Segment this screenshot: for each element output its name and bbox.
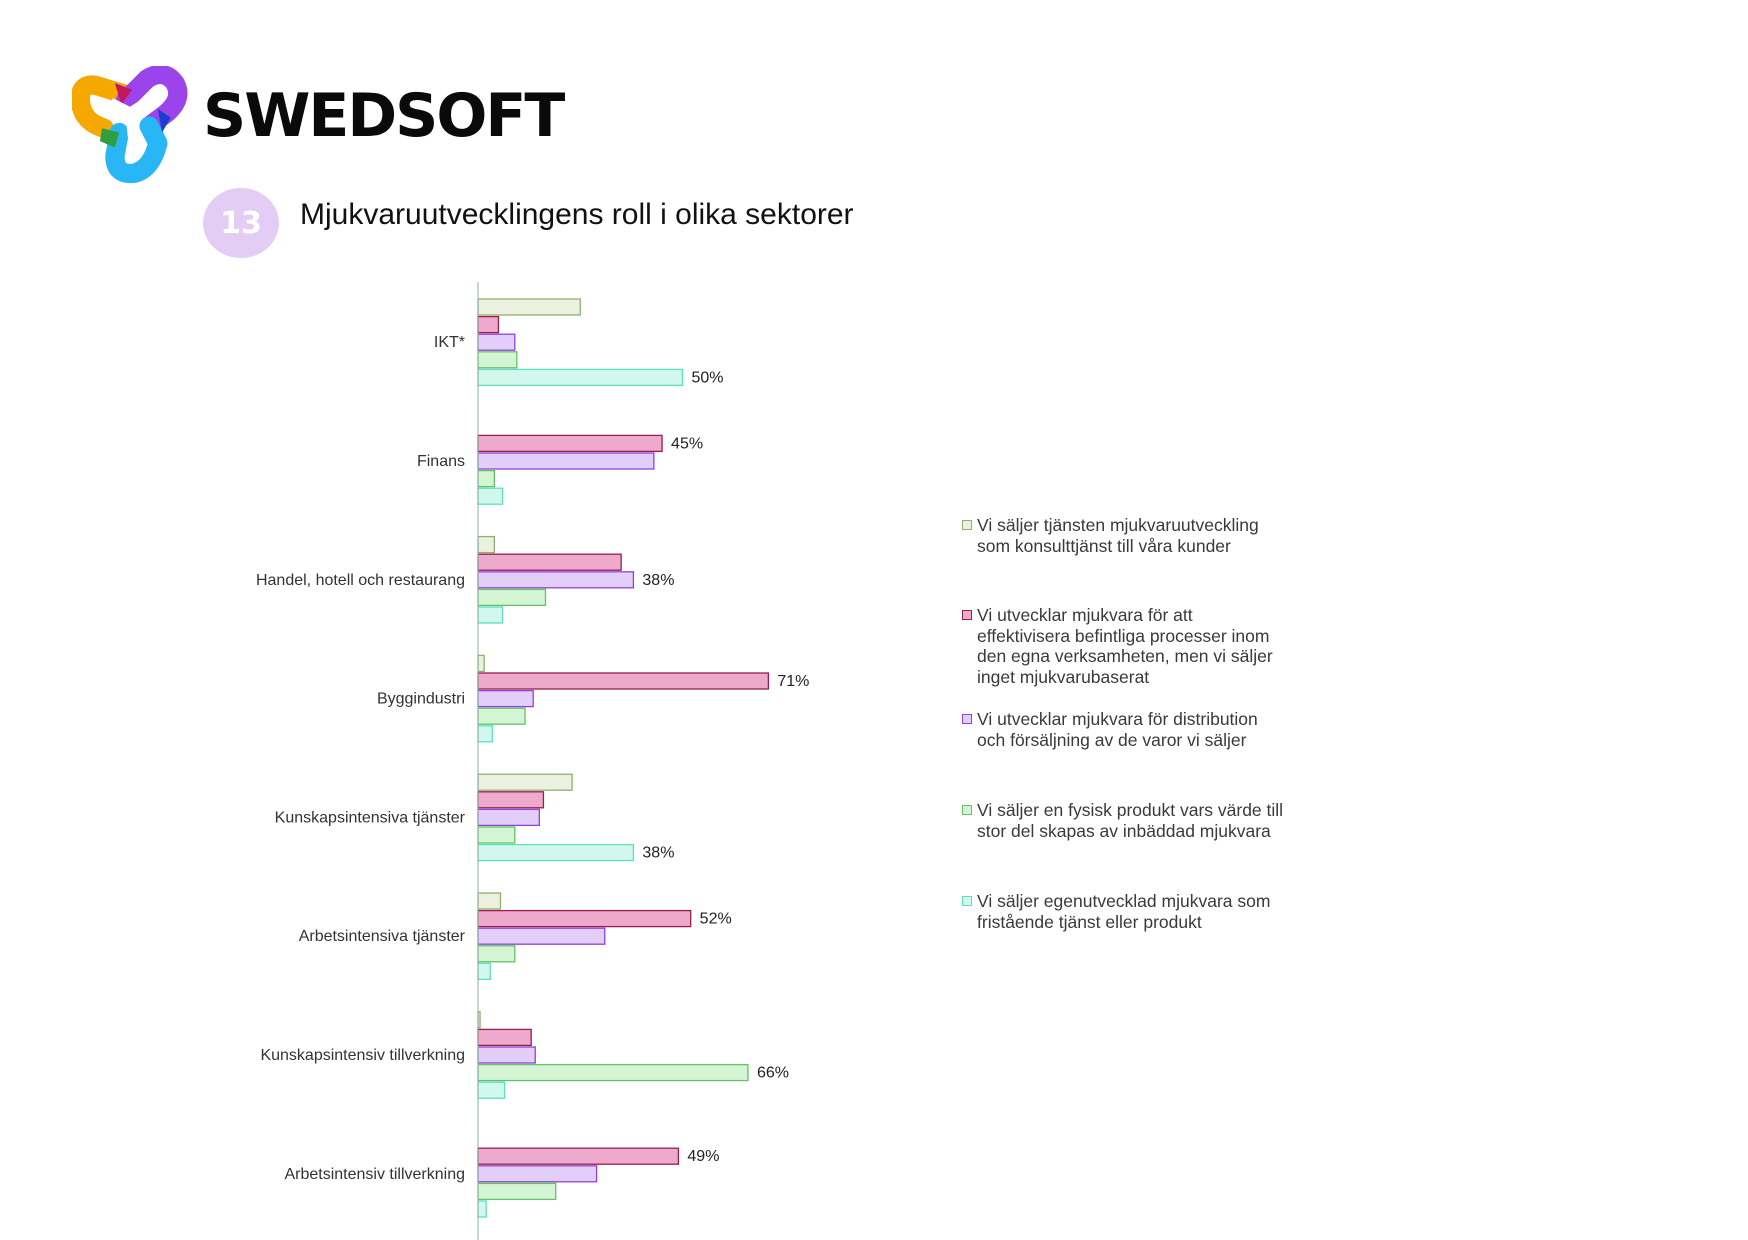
bar-arbetsintensiv-tillverkning-series-4 xyxy=(477,1182,557,1201)
bar-ikt-series-2 xyxy=(477,315,500,334)
legend-label: Vi säljer en fysisk produkt vars värde t… xyxy=(977,800,1284,841)
data-label: 38% xyxy=(642,572,674,589)
bar-group xyxy=(477,298,770,1218)
page-title: Mjukvaruutvecklingens roll i olika sekto… xyxy=(300,198,854,231)
bar-arbetsintensiva-tj-nster-series-2 xyxy=(477,909,692,928)
bar-byggindustri-series-4 xyxy=(477,707,526,725)
bar-kunskapsintensiv-tillverkning-series-5 xyxy=(477,1081,506,1099)
legend-label: Vi utvecklar mjukvara för att effektivis… xyxy=(977,605,1273,687)
category-label: IKT* xyxy=(434,334,465,351)
bar-arbetsintensiva-tj-nster-series-1 xyxy=(477,892,502,910)
bar-kunskapsintensiva-tj-nster-series-5 xyxy=(477,843,635,862)
bar-byggindustri-series-2 xyxy=(477,672,770,690)
bar-ikt-series-5 xyxy=(477,368,684,387)
category-label: Kunskapsintensiva tjänster xyxy=(275,809,466,826)
bar-ikt-series-4 xyxy=(477,351,518,369)
bar-finans-series-4 xyxy=(477,469,496,488)
data-label: 50% xyxy=(692,369,724,386)
bar-arbetsintensiva-tj-nster-series-4 xyxy=(477,945,516,963)
logo-accent-darkblue xyxy=(157,108,171,133)
legend-swatch xyxy=(962,896,972,906)
data-label: 52% xyxy=(700,911,732,928)
label-group: IKT* Finans Handel, hotell och restaurang B… xyxy=(256,334,809,1183)
legend-swatch xyxy=(962,714,972,724)
legend-label: Vi säljer tjänsten mjukvaruutveckling so… xyxy=(977,515,1259,556)
category-label: Arbetsintensiva tjänster xyxy=(299,928,466,945)
bar-handel-hotell-och-restaurang-series-4 xyxy=(477,588,547,607)
data-label: 49% xyxy=(687,1148,719,1165)
data-label: 45% xyxy=(671,435,703,452)
bar-kunskapsintensiva-tj-nster-series-3 xyxy=(477,808,540,827)
legend-swatch xyxy=(962,520,972,530)
bar-handel-hotell-och-restaurang-series-5 xyxy=(477,606,504,624)
swedsoft-logo-mark xyxy=(72,66,188,184)
bar-arbetsintensiva-tj-nster-series-5 xyxy=(477,962,491,981)
category-label: Byggindustri xyxy=(377,691,465,708)
bar-arbetsintensiva-tj-nster-series-3 xyxy=(477,927,606,945)
legend-swatch xyxy=(962,805,972,815)
logo-center-triskele xyxy=(108,96,152,137)
bar-finans-series-5 xyxy=(477,487,504,505)
bar-byggindustri-series-5 xyxy=(477,725,493,743)
legend-label: Vi utvecklar mjukvara för distribution o… xyxy=(977,709,1258,750)
data-label: 38% xyxy=(642,845,674,862)
legend-item: Vi säljer en fysisk produkt vars värde t… xyxy=(962,800,1362,841)
bar-kunskapsintensiva-tj-nster-series-2 xyxy=(477,791,545,809)
brand-wordmark: SWEDSOFT xyxy=(203,81,565,151)
legend-label: Vi säljer egenutvecklad mjukvara som fri… xyxy=(977,891,1271,932)
bar-arbetsintensiv-tillverkning-series-3 xyxy=(477,1165,598,1183)
data-label: 71% xyxy=(777,673,809,690)
data-label: 66% xyxy=(757,1065,789,1082)
legend-item: Vi utvecklar mjukvara för att effektivis… xyxy=(962,605,1362,687)
bar-ikt-series-3 xyxy=(477,333,516,351)
logo-accent-magenta xyxy=(114,83,133,105)
bar-kunskapsintensiv-tillverkning-series-3 xyxy=(477,1046,536,1064)
legend-item: Vi utvecklar mjukvara för distribution o… xyxy=(962,709,1362,750)
legend-item: Vi säljer egenutvecklad mjukvara som fri… xyxy=(962,891,1362,932)
bar-finans-series-2 xyxy=(477,434,663,453)
bar-handel-hotell-och-restaurang-series-2 xyxy=(477,553,622,571)
legend-swatch xyxy=(962,610,972,620)
logo-loop-purple xyxy=(115,66,188,136)
bar-byggindustri-series-3 xyxy=(477,689,534,708)
category-label: Arbetsintensiv tillverkning xyxy=(284,1166,465,1183)
bar-handel-hotell-och-restaurang-series-1 xyxy=(477,535,496,554)
category-label: Finans xyxy=(417,453,465,470)
logo-loop-orange xyxy=(72,75,134,138)
legend-item: Vi säljer tjänsten mjukvaruutveckling so… xyxy=(962,515,1362,556)
bar-byggindustri-series-1 xyxy=(477,654,485,673)
logo-loop-blue xyxy=(105,116,168,184)
bar-kunskapsintensiva-tj-nster-series-4 xyxy=(477,826,516,844)
category-label: Handel, hotell och restaurang xyxy=(256,572,465,589)
bar-handel-hotell-och-restaurang-series-3 xyxy=(477,571,635,589)
bar-arbetsintensiv-tillverkning-series-2 xyxy=(477,1147,680,1165)
section-number-badge: 13 xyxy=(203,188,279,258)
bar-kunskapsintensiva-tj-nster-series-1 xyxy=(477,773,573,791)
category-label: Kunskapsintensiv tillverkning xyxy=(260,1047,465,1064)
logo-accent-green xyxy=(99,128,120,148)
bar-kunskapsintensiv-tillverkning-series-2 xyxy=(477,1028,532,1047)
bar-kunskapsintensiv-tillverkning-series-4 xyxy=(477,1063,749,1082)
bar-ikt-series-1 xyxy=(477,298,581,316)
bar-arbetsintensiv-tillverkning-series-5 xyxy=(477,1200,487,1218)
bar-finans-series-3 xyxy=(477,452,655,470)
